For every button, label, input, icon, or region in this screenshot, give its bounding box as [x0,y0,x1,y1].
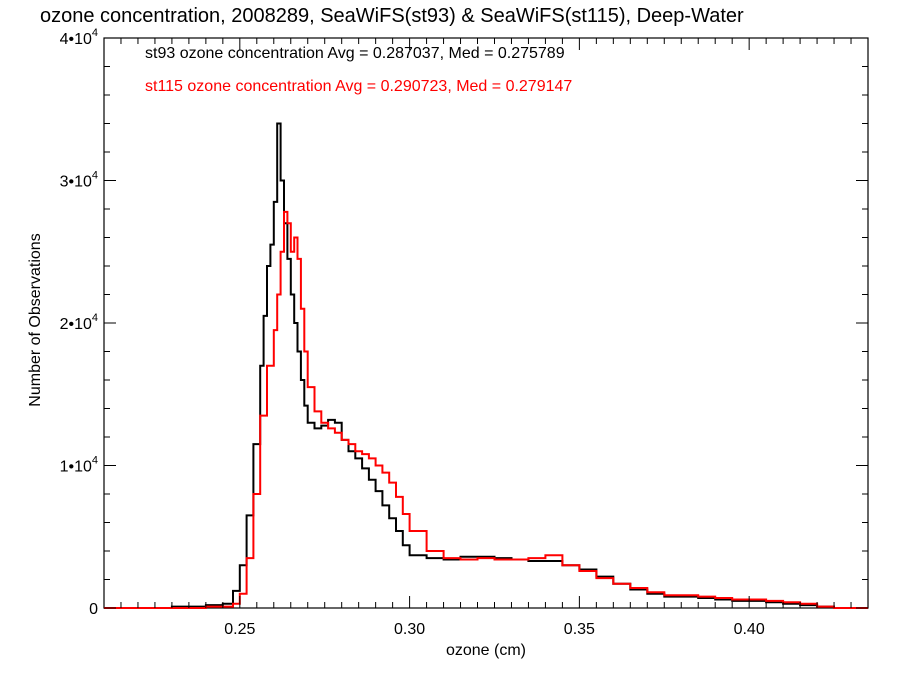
y-tick-label: 2•104 [60,312,98,333]
y-tick-label: 0 [89,601,98,618]
y-tick-label: 1•104 [60,455,98,476]
x-tick-label: 0.25 [224,621,255,638]
plot-area: 0.25 0.30 0.35 0.40 0 1•104 2•104 3•104 4•104 [60,27,869,638]
x-tick-label: 0.40 [734,621,765,638]
x-axis-label: ozone (cm) [446,642,526,659]
y-axis-label: Number of Observations [27,233,44,406]
y-tick-label: 3•104 [60,170,98,191]
series-line-0 [104,122,868,609]
series-line-1 [104,210,868,609]
x-tick-label: 0.30 [394,621,425,638]
annotation-st115: st115 ozone concentration Avg = 0.290723… [145,78,572,95]
x-tick-label: 0.35 [564,621,595,638]
y-tick-label: 4•104 [60,27,98,48]
plot-frame [103,37,869,609]
series-layer [104,122,868,609]
annotation-st93: st93 ozone concentration Avg = 0.287037,… [145,45,565,62]
ticks-layer: 0.25 0.30 0.35 0.40 0 1•104 2•104 3•104 4•104 [60,27,869,638]
chart-title: ozone concentration, 2008289, SeaWiFS(st… [40,5,744,27]
